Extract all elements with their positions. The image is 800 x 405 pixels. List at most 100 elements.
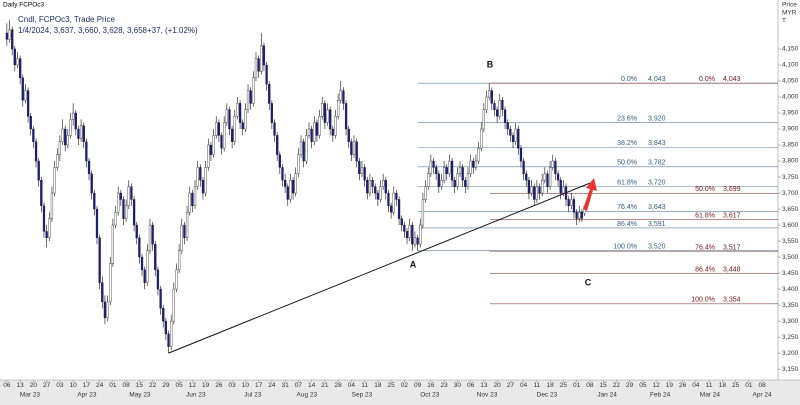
candle-body	[400, 218, 403, 226]
month-label: Mar 23	[20, 392, 41, 399]
candle-body	[509, 128, 512, 136]
candle-body	[21, 77, 24, 101]
y-tick-label: 4,150	[782, 46, 799, 53]
x-tick-label: 06	[467, 382, 475, 389]
fib-price-label: 3,448	[723, 267, 741, 274]
candle-body	[307, 128, 311, 136]
x-tick-label: 16	[427, 382, 435, 389]
y-tick-label: 3,950	[782, 110, 799, 117]
candle-body	[85, 141, 88, 162]
fib-level-label: 38.2%	[617, 140, 637, 147]
x-tick-label: 01	[745, 382, 753, 389]
fib-price-label: 3,517	[723, 244, 741, 251]
candle-body	[265, 64, 268, 85]
candle-body	[379, 186, 382, 200]
y-tick-label: 4,100	[782, 62, 799, 69]
candle-body	[469, 160, 472, 175]
candle-body	[257, 58, 260, 72]
candle-body	[474, 160, 478, 168]
candle-body	[241, 122, 244, 130]
candle-body	[19, 58, 22, 78]
fib-price-label: 3,591	[648, 221, 666, 228]
x-tick-label: 19	[202, 382, 210, 389]
y-tick-label: 4,050	[782, 78, 799, 85]
candle-body	[389, 205, 393, 213]
candle-body	[458, 167, 462, 175]
candle-body	[347, 128, 350, 142]
candle-body	[215, 122, 218, 136]
x-tick-label: 17	[83, 382, 91, 389]
candle-body	[514, 128, 517, 142]
x-tick-label: 28	[335, 382, 343, 389]
candle-body	[87, 160, 91, 175]
candle-body	[236, 103, 239, 117]
candle-body	[408, 224, 411, 239]
fib-level-label: 61.8%	[617, 179, 637, 186]
candle-body	[164, 320, 168, 335]
candle-body	[453, 180, 456, 187]
candle-body	[448, 160, 451, 175]
candle-body	[294, 173, 297, 194]
candle-body	[135, 224, 138, 239]
x-tick-label: 25	[732, 382, 740, 389]
candle-body	[262, 45, 266, 66]
x-tick-label: 06	[3, 382, 11, 389]
candle-body	[498, 100, 501, 117]
month-label: Jul 23	[244, 392, 262, 399]
candle-body	[32, 128, 35, 142]
candle-body	[397, 199, 401, 219]
month-label: Feb 24	[650, 392, 671, 399]
candle-body	[368, 180, 372, 194]
x-tick-label: 26	[215, 382, 223, 389]
x-tick-label: 12	[189, 382, 197, 389]
candle-body	[252, 77, 255, 104]
candle-body	[193, 186, 197, 207]
plot-area: 0.0% 4,043 23.6% 3,920 38.2% 3,843 50.0% 3,782 6…	[5, 20, 778, 354]
candle-body	[358, 160, 361, 175]
candle-body	[315, 122, 319, 136]
fib-level-label: 76.4%	[695, 244, 715, 251]
candle-body	[159, 288, 162, 309]
x-tick-label: 12	[652, 382, 660, 389]
candle-body	[562, 186, 565, 194]
month-label: Sep 23	[352, 392, 373, 399]
y-tick-label: 3,750	[782, 174, 799, 181]
candle-body	[546, 173, 549, 187]
month-label: Apr 24	[753, 392, 773, 399]
candle-body	[342, 90, 345, 104]
candle-body	[114, 212, 117, 226]
candle-body	[98, 237, 101, 283]
candle-body	[450, 160, 454, 181]
candle-body	[72, 112, 75, 120]
candle-body	[318, 116, 321, 136]
x-tick-label: 02	[401, 382, 409, 389]
fib-price-label: 3,699	[723, 186, 741, 193]
candle-body	[188, 192, 191, 213]
x-axis-band	[0, 380, 800, 405]
month-label: Aug 23	[297, 392, 318, 399]
month-label: Dec 23	[537, 392, 558, 399]
y-tick-label: 3,650	[782, 206, 799, 213]
x-tick-label: 11	[706, 382, 713, 389]
candle-body	[146, 250, 149, 283]
candle-body	[437, 173, 440, 187]
candle-body	[525, 173, 528, 181]
y-axis-title: MYR	[782, 10, 797, 17]
candle-body	[493, 103, 496, 110]
candle-body	[321, 103, 324, 117]
candle-body	[101, 282, 104, 303]
candle-body	[58, 141, 62, 155]
candle-body	[69, 119, 72, 136]
candle-body	[42, 205, 46, 232]
candle-body	[538, 186, 541, 194]
y-tick-label: 3,200	[782, 350, 799, 357]
x-tick-label: 14	[308, 382, 316, 389]
x-tick-label: 07	[295, 382, 303, 389]
candle-body	[212, 135, 215, 155]
candle-body	[196, 167, 199, 187]
candle-body	[488, 90, 491, 98]
fib-price-label: 3,843	[648, 140, 666, 147]
candle-body	[93, 192, 96, 210]
candle-body	[130, 186, 133, 200]
